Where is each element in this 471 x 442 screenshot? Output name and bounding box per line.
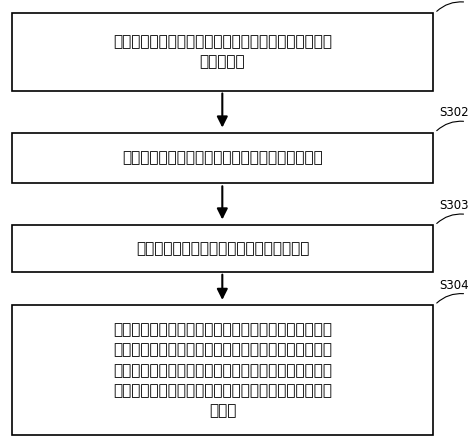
Text: 对所述图像数据进行图像增强，得到目标图像数据: 对所述图像数据进行图像增强，得到目标图像数据 (122, 151, 323, 165)
Bar (12, 13, 433, 91)
Text: S302: S302 (439, 107, 469, 119)
Bar (12, 225, 433, 272)
Text: S304: S304 (439, 279, 469, 292)
Text: 将所述目标图像数据发送至所述云计算设备: 将所述目标图像数据发送至所述云计算设备 (136, 241, 309, 256)
Bar (12, 305, 433, 435)
Text: 接收所述云计算设备返回的位置关系，所述位置关系为
所述云计算设备基于预设的深度学习模型，对所述目标
图像数据进行障碍物识别，得到障碍物的包围框，并基
于所述包围: 接收所述云计算设备返回的位置关系，所述位置关系为 所述云计算设备基于预设的深度学… (113, 322, 332, 419)
Text: S303: S303 (439, 199, 469, 212)
Text: 获取所述本车的摄像头在所述本车的行驶路径上采集到
的图像数据: 获取所述本车的摄像头在所述本车的行驶路径上采集到 的图像数据 (113, 34, 332, 70)
Bar (12, 133, 433, 183)
